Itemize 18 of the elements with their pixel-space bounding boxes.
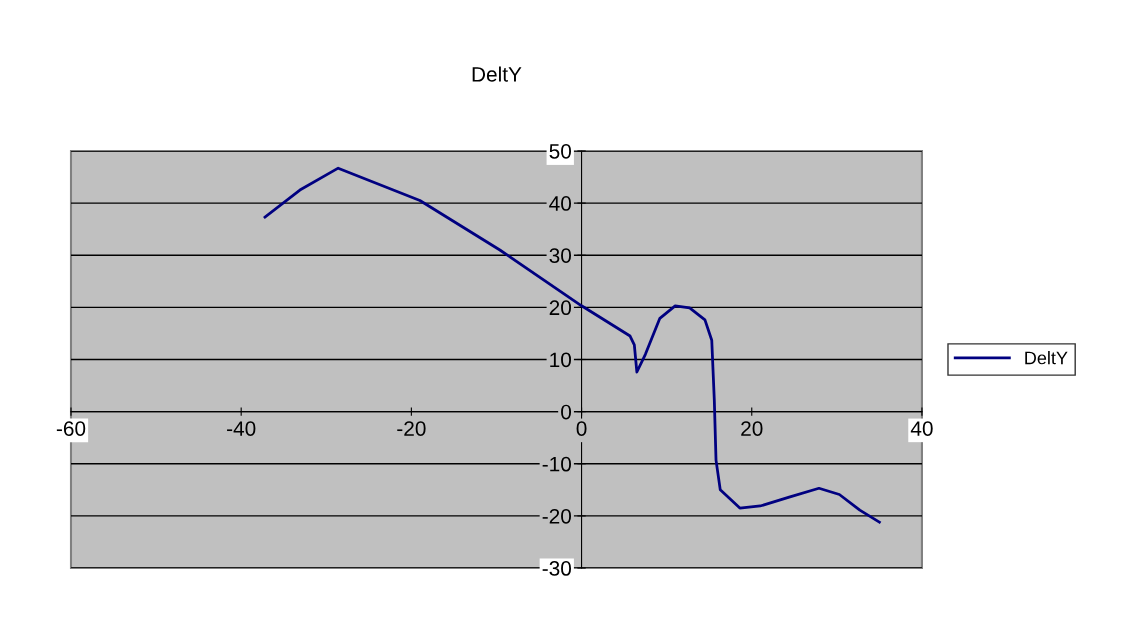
y-tick-label: 50 bbox=[549, 143, 572, 159]
x-tick-label: -60 bbox=[56, 421, 86, 436]
legend-label: DeltY bbox=[1025, 351, 1068, 365]
y-tick-label: -30 bbox=[542, 561, 572, 576]
y-tick-label: 10 bbox=[550, 352, 572, 368]
y-tick-label: 40 bbox=[549, 196, 572, 211]
y-tick-label: -20 bbox=[542, 508, 572, 524]
y-tick-label: 0 bbox=[561, 404, 572, 420]
chart-title: DeltY bbox=[472, 66, 522, 82]
x-tick-label: -20 bbox=[397, 421, 426, 436]
line-series bbox=[263, 166, 881, 524]
x-tick-label: 40 bbox=[910, 421, 933, 436]
y-tick-label: -10 bbox=[542, 456, 572, 472]
x-tick-label: 20 bbox=[741, 421, 763, 436]
x-tick-label: -40 bbox=[227, 421, 256, 436]
y-tick-label: 30 bbox=[549, 248, 572, 263]
y-tick-label: 20 bbox=[549, 300, 572, 316]
x-tick-label: 0 bbox=[576, 421, 587, 436]
